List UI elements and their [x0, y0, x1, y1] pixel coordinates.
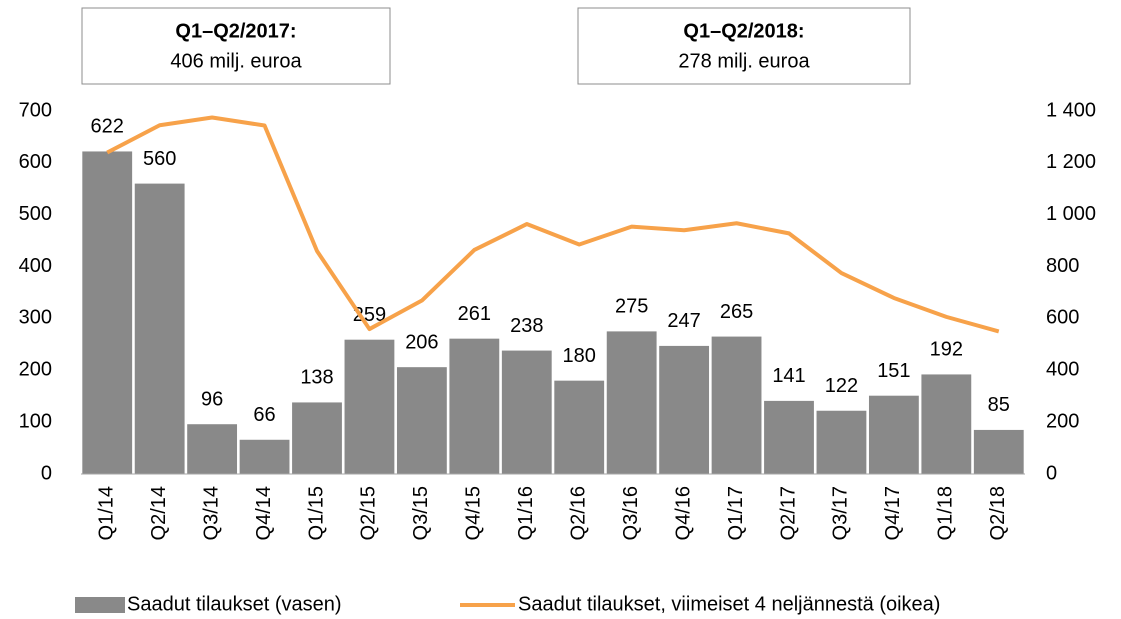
- data-label: 261: [458, 303, 491, 325]
- bar: [921, 374, 972, 474]
- x-tick-label: Q3/17: [830, 486, 852, 540]
- y2-tick-label: 1 400: [1046, 99, 1096, 121]
- x-tick-label: Q1/15: [305, 486, 327, 540]
- data-label: 141: [772, 365, 805, 387]
- bar: [187, 424, 238, 474]
- bar: [344, 339, 395, 474]
- x-tick-label: Q4/14: [253, 486, 275, 540]
- bar: [659, 345, 710, 474]
- legend-label: Saadut tilaukset, viimeiset 4 neljännest…: [518, 593, 940, 615]
- data-label: 85: [988, 394, 1010, 416]
- y2-tick-label: 1 200: [1046, 151, 1096, 173]
- bar: [501, 350, 552, 474]
- x-tick-label: Q2/14: [148, 486, 170, 540]
- bar: [816, 410, 867, 474]
- x-tick-label: Q2/18: [987, 486, 1009, 540]
- x-tick-label: Q1/16: [515, 486, 537, 540]
- data-label: 238: [510, 315, 543, 337]
- data-label: 151: [877, 360, 910, 382]
- y-tick-label: 100: [19, 410, 52, 432]
- y-tick-label: 400: [19, 255, 52, 277]
- x-tick-label: Q1/17: [725, 486, 747, 540]
- data-label: 138: [300, 367, 333, 389]
- y-tick-label: 300: [19, 307, 52, 329]
- bar: [711, 336, 762, 474]
- data-label: 180: [563, 345, 596, 367]
- annotation-box: [81, 7, 391, 85]
- data-label: 560: [143, 148, 176, 170]
- bar: [292, 402, 342, 474]
- bar: [82, 151, 133, 474]
- data-label: 622: [91, 116, 124, 138]
- bar: [449, 338, 500, 474]
- x-tick-label: Q4/15: [463, 486, 485, 540]
- data-label: 122: [825, 375, 858, 397]
- bar: [239, 439, 290, 474]
- data-label: 206: [405, 331, 438, 353]
- y-tick-label: 0: [41, 462, 52, 484]
- y2-tick-label: 1 000: [1046, 203, 1096, 225]
- data-label: 247: [667, 310, 700, 332]
- annotation-title: Q1–Q2/2018:: [683, 20, 804, 42]
- bar: [973, 429, 1024, 474]
- x-tick-label: Q4/16: [672, 486, 694, 540]
- y2-tick-label: 400: [1046, 359, 1079, 381]
- bar: [396, 367, 447, 474]
- x-tick-label: Q2/17: [777, 486, 799, 540]
- y2-tick-label: 0: [1046, 462, 1057, 484]
- y-tick-label: 600: [19, 151, 52, 173]
- legend-label: Saadut tilaukset (vasen): [127, 593, 342, 615]
- x-tick-label: Q4/17: [882, 486, 904, 540]
- y2-tick-label: 600: [1046, 307, 1079, 329]
- annotation-text: 278 milj. euroa: [678, 50, 810, 72]
- data-label: 265: [720, 301, 753, 323]
- annotation-text: 406 milj. euroa: [170, 50, 302, 72]
- bar: [134, 183, 185, 474]
- y-tick-label: 700: [19, 99, 52, 121]
- x-tick-label: Q3/14: [200, 486, 222, 540]
- x-tick-label: Q3/15: [410, 486, 432, 540]
- y-tick-label: 500: [19, 203, 52, 225]
- bar: [606, 331, 657, 474]
- annotation-box: [577, 7, 911, 85]
- x-tick-label: Q3/16: [620, 486, 642, 540]
- x-tick-label: Q2/15: [358, 486, 380, 540]
- bar: [764, 400, 814, 474]
- annotation-title: Q1–Q2/2017:: [175, 20, 296, 42]
- data-label: 96: [201, 388, 223, 410]
- line: [106, 115, 1000, 334]
- data-label: 259: [353, 304, 386, 326]
- data-label: 192: [930, 339, 963, 361]
- data-label: 66: [253, 404, 275, 426]
- y-tick-label: 200: [19, 359, 52, 381]
- y2-tick-label: 200: [1046, 410, 1079, 432]
- x-tick-label: Q1/14: [96, 486, 118, 540]
- x-tick-label: Q2/16: [568, 486, 590, 540]
- bar: [868, 395, 919, 474]
- data-label: 275: [615, 296, 648, 318]
- x-tick-label: Q1/18: [935, 486, 957, 540]
- y2-tick-label: 800: [1046, 255, 1079, 277]
- bar: [554, 380, 605, 474]
- legend-swatch: [75, 597, 125, 613]
